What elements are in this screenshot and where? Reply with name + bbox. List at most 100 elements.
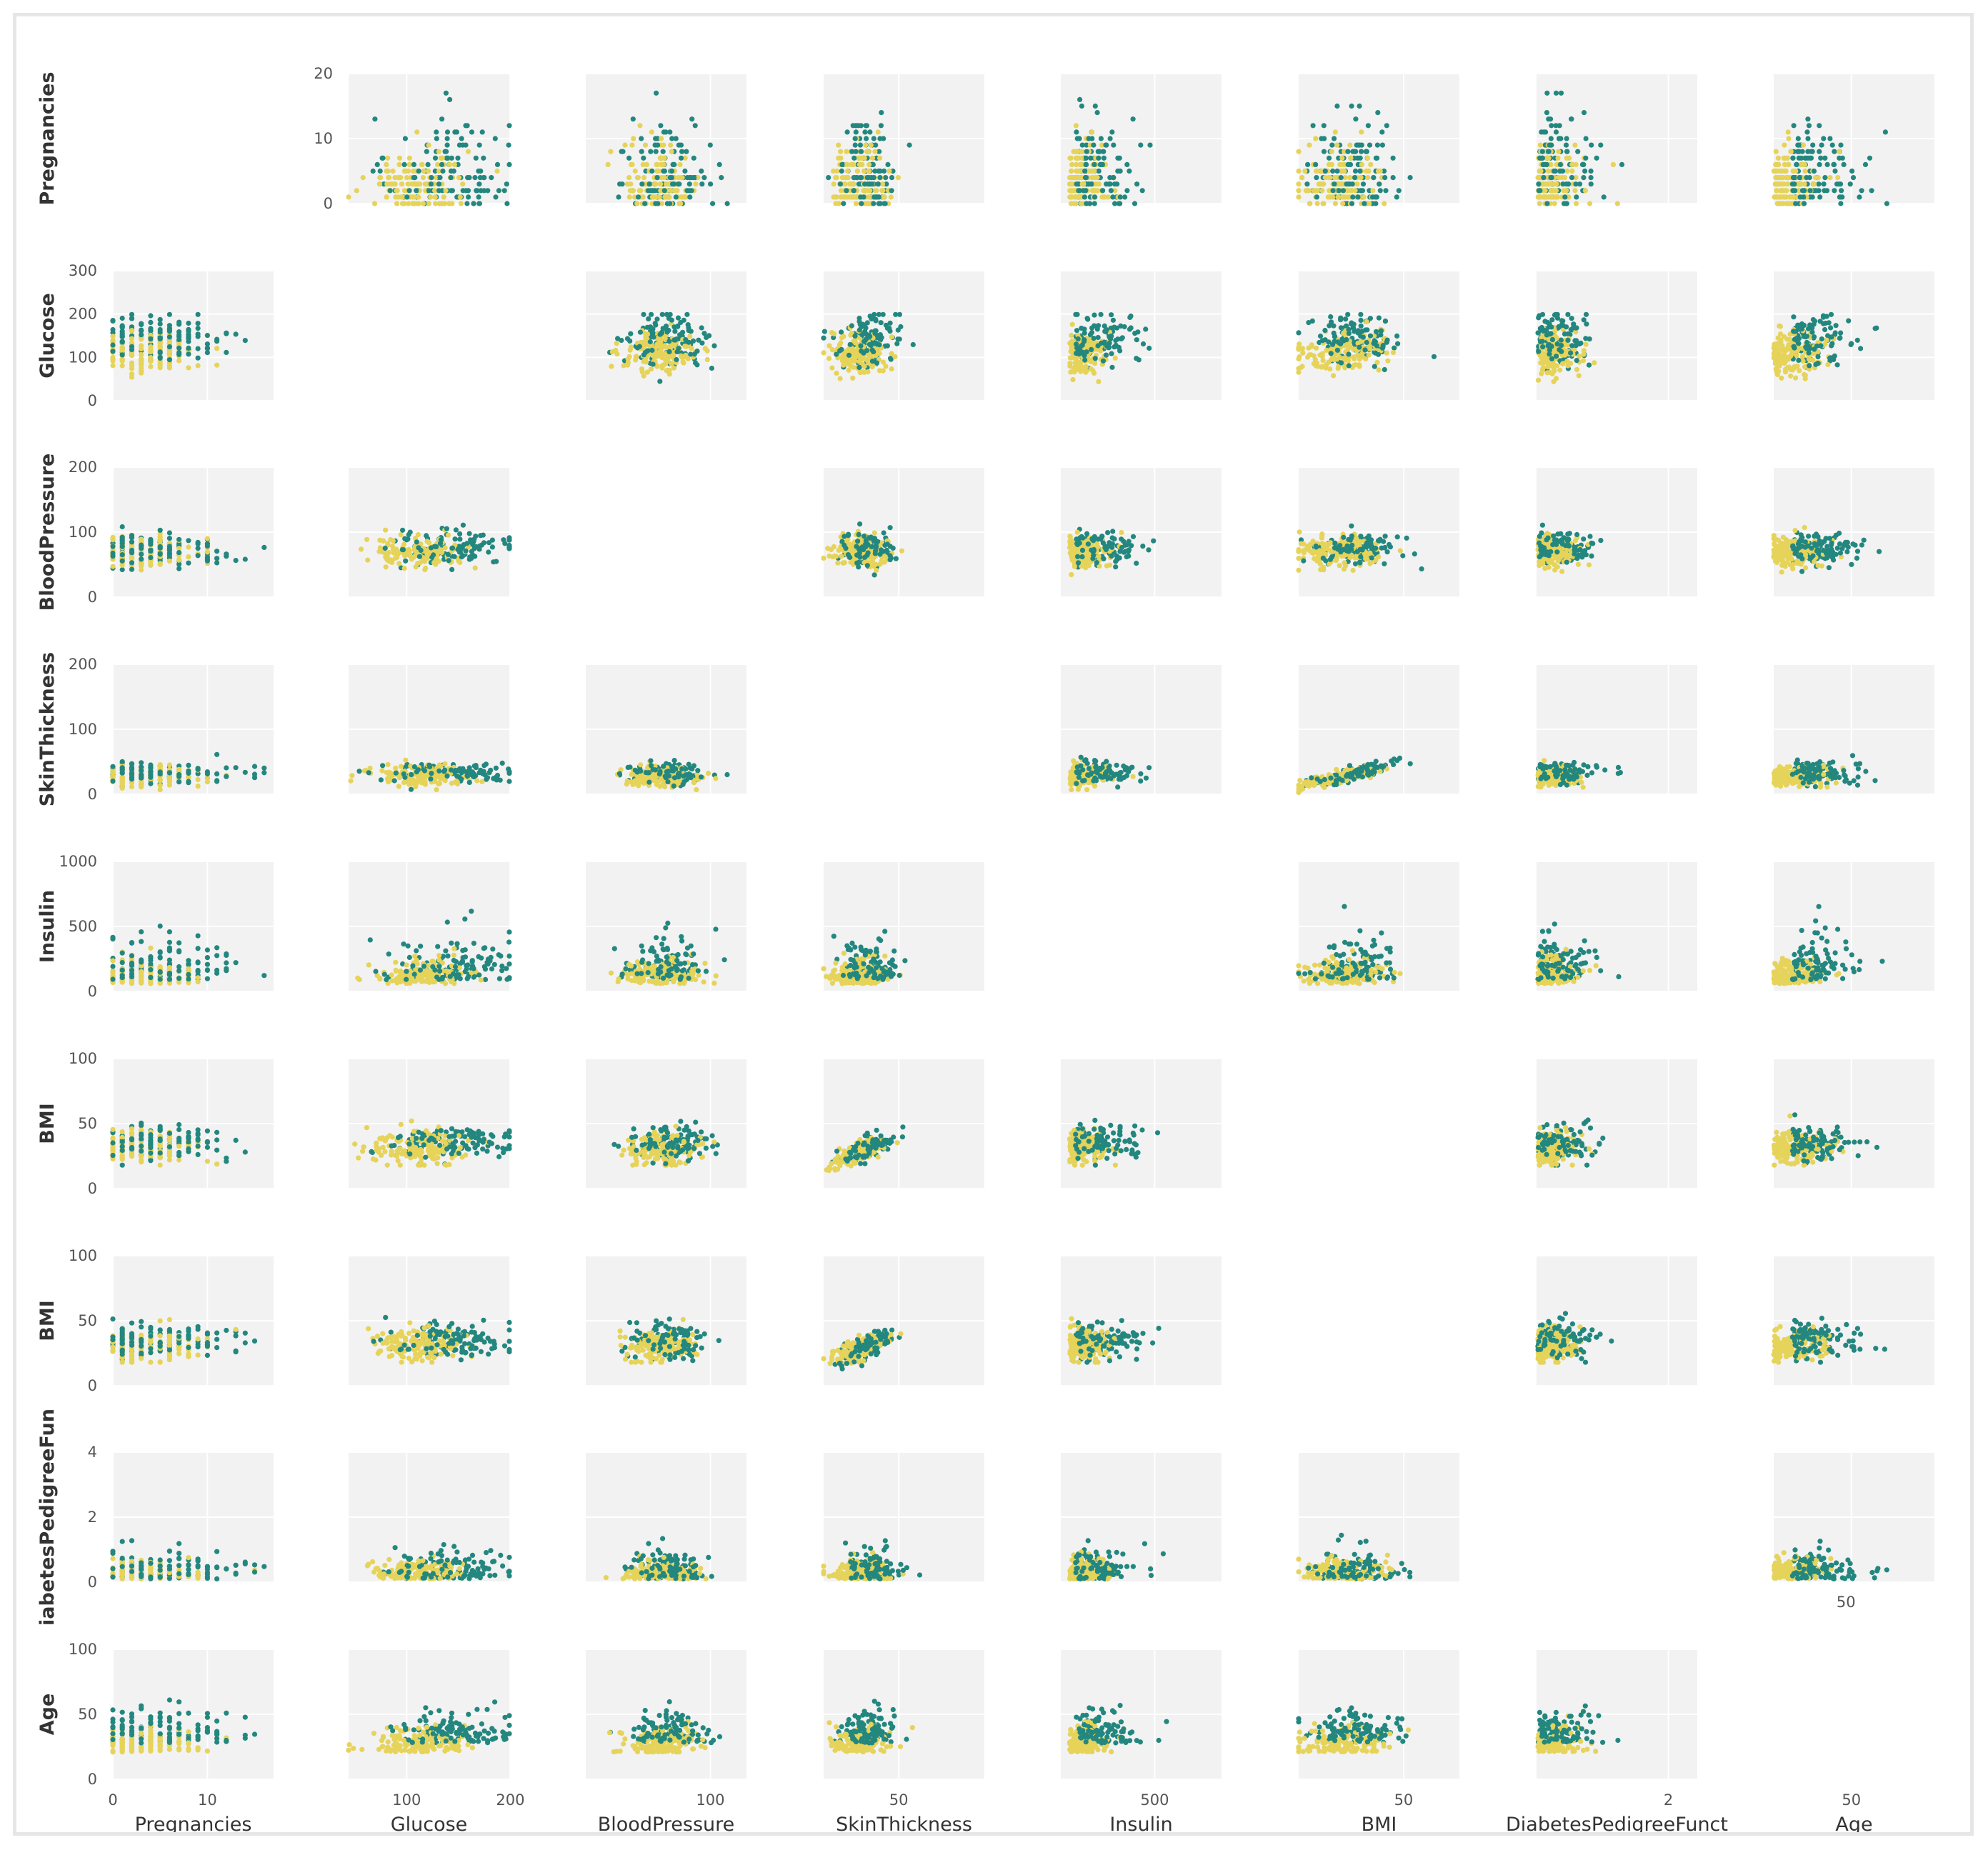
data-point [426,188,432,194]
data-point [204,556,210,562]
data-point [894,341,900,346]
scatter-panel [586,270,746,401]
data-point [1352,168,1359,174]
data-point [641,373,646,379]
data-point [1140,341,1147,347]
data-point [667,311,673,317]
data-point [1537,201,1542,206]
data-point [839,355,845,361]
data-point [634,345,641,351]
data-point [1101,556,1107,561]
data-point [396,561,402,566]
data-point [669,168,675,174]
data-point [878,123,884,129]
data-point [837,376,843,381]
data-point [1794,161,1799,167]
data-point [1544,110,1549,116]
data-point [1552,312,1557,318]
data-point [1068,168,1074,174]
data-point [855,155,861,161]
data-point [1535,330,1541,336]
data-point [879,110,884,116]
data-point [856,319,862,324]
data-point [186,365,191,371]
data-point [129,566,135,572]
data-point [1556,149,1562,154]
data-point [1079,142,1085,148]
data-point [1069,161,1075,167]
data-point [1113,564,1119,570]
data-point [1375,110,1381,116]
data-point [1556,175,1562,181]
data-point [204,346,210,351]
data-point [372,116,378,122]
data-point [684,149,689,154]
data-point [1560,361,1566,366]
data-point [1085,541,1091,547]
data-point [1083,161,1089,167]
data-point [1100,188,1106,194]
data-point [1831,161,1837,167]
data-point [1779,168,1784,174]
data-point [480,532,486,538]
data-point [684,311,690,317]
data-point [444,155,450,161]
data-point [1564,136,1569,141]
data-point [1587,201,1593,206]
data-point [1577,181,1583,187]
data-point [476,201,483,206]
data-point [506,123,512,129]
data-point [1802,161,1808,167]
data-point [831,168,836,174]
data-point [689,188,694,194]
data-point [411,161,417,167]
data-point [1809,194,1815,200]
data-point [401,566,407,571]
data-point [1818,155,1824,161]
data-point [1822,175,1828,181]
data-point [648,149,654,154]
data-point [1395,341,1401,346]
scatter-panel [1771,270,1934,401]
data-point [504,201,510,206]
data-point [1536,315,1542,321]
scatter-panel [1061,466,1222,598]
data-point [385,168,391,174]
data-point [883,175,889,181]
data-point [1079,149,1085,154]
data-point [139,563,144,569]
data-point [711,343,717,349]
data-point [456,175,462,181]
data-point [1854,337,1860,343]
data-point [1773,366,1779,372]
data-point [861,168,867,174]
data-point [129,560,135,566]
data-point [1092,103,1098,109]
data-point [840,560,846,566]
data-point [688,351,694,357]
data-point [1313,161,1319,167]
data-point [826,553,832,559]
data-point [1795,142,1801,148]
data-point [119,332,125,338]
data-point [687,334,693,339]
data-point [1096,155,1102,161]
data-point [1097,149,1102,154]
data-point [1096,379,1102,384]
data-point [1791,123,1797,129]
scatter-panel [821,270,984,401]
data-point [1544,332,1549,338]
data-point [1077,161,1083,167]
data-point [1357,344,1362,350]
data-point [1553,123,1559,129]
data-point [1345,343,1351,349]
data-point [1537,142,1543,148]
data-point [452,129,458,135]
data-point [1832,188,1837,194]
data-point [157,349,163,355]
data-point [676,142,681,148]
data-point [846,541,852,547]
data-point [439,116,445,122]
data-point [829,546,834,553]
data-point [821,329,827,334]
